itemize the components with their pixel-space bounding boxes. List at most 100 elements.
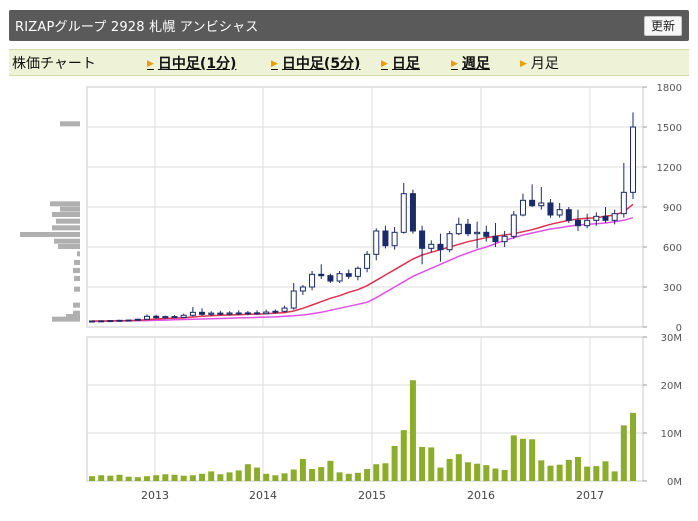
candle bbox=[428, 243, 435, 249]
volume-bar bbox=[620, 425, 627, 481]
volume-profile-bar bbox=[74, 286, 80, 292]
candle bbox=[584, 219, 591, 227]
candle bbox=[364, 253, 371, 269]
volume-bar bbox=[419, 446, 426, 481]
tab-label: 月足 bbox=[530, 56, 559, 72]
tab-monthly: ▶ 月足 bbox=[520, 53, 559, 73]
candle bbox=[611, 213, 618, 221]
tab-intraday-5min[interactable]: ▶ 日中足(5分) bbox=[271, 53, 360, 73]
x-tick-label: 2015 bbox=[358, 489, 386, 502]
volume-bar bbox=[226, 472, 233, 481]
volume-bar bbox=[125, 476, 132, 481]
volume-bar bbox=[199, 473, 206, 481]
volume-bar bbox=[272, 475, 279, 481]
tab-label: 日中足(5分) bbox=[281, 56, 361, 72]
volume-bar bbox=[602, 461, 609, 481]
volume-bar bbox=[382, 463, 389, 481]
tab-weekly[interactable]: ▶ 週足 bbox=[451, 53, 490, 73]
volume-profile-bar bbox=[58, 244, 80, 249]
volume-bar bbox=[556, 464, 563, 481]
y-tick-label: 0M bbox=[667, 477, 682, 488]
y-tick-label: 20M bbox=[661, 381, 682, 392]
candle bbox=[474, 231, 481, 235]
volume-bar bbox=[254, 467, 261, 481]
page-title: RIZAPグループ 2928 札幌 アンビシャス bbox=[15, 20, 259, 35]
volume-profile-bar bbox=[52, 225, 80, 231]
candle bbox=[593, 215, 600, 221]
volume-bar bbox=[364, 469, 371, 481]
candle bbox=[602, 215, 609, 221]
volume-bar bbox=[483, 465, 490, 481]
y-tick-label: 1500 bbox=[657, 123, 682, 134]
volume-bar bbox=[529, 439, 536, 481]
volume-bar bbox=[134, 477, 141, 481]
volume-bar bbox=[318, 467, 325, 481]
volume-bar bbox=[611, 471, 618, 481]
candle bbox=[574, 219, 581, 227]
arrow-right-icon: ▶ bbox=[520, 59, 527, 69]
volume-bar bbox=[290, 469, 297, 481]
candle bbox=[620, 191, 627, 215]
candle bbox=[281, 307, 288, 312]
refresh-button[interactable]: 更新 bbox=[643, 16, 682, 36]
candle bbox=[327, 275, 334, 282]
candle bbox=[464, 223, 471, 235]
y-tick-label: 1800 bbox=[657, 83, 682, 94]
volume-bar bbox=[309, 469, 316, 481]
x-tick-label: 2014 bbox=[249, 489, 277, 502]
volume-profile-bar bbox=[56, 218, 80, 224]
volume-bar bbox=[510, 435, 517, 481]
candle bbox=[336, 273, 343, 282]
candle bbox=[189, 311, 196, 316]
volume-bar bbox=[446, 458, 453, 481]
candle bbox=[354, 267, 361, 277]
candle bbox=[153, 315, 160, 319]
moving-average-long bbox=[91, 216, 634, 323]
volume-bar bbox=[519, 438, 526, 481]
candle bbox=[226, 312, 233, 315]
tab-daily[interactable]: ▶ 日足 bbox=[381, 53, 420, 73]
candle bbox=[382, 230, 389, 247]
volume-profile-bar bbox=[52, 212, 80, 217]
volume-bar bbox=[235, 470, 242, 481]
volume-bar bbox=[171, 474, 178, 481]
tab-label: 日足 bbox=[391, 56, 420, 72]
candle bbox=[318, 273, 325, 277]
volume-bar bbox=[574, 457, 581, 481]
tab-intraday-1min[interactable]: ▶ 日中足(1分) bbox=[147, 53, 236, 73]
y-tick-label: 1200 bbox=[657, 163, 682, 174]
candle bbox=[235, 312, 242, 315]
volume-bar bbox=[391, 445, 398, 481]
x-tick-label: 2016 bbox=[467, 489, 495, 502]
title-bar: RIZAPグループ 2928 札幌 アンビシャス 更新 bbox=[9, 10, 689, 41]
candle bbox=[409, 193, 416, 232]
candle bbox=[290, 290, 297, 309]
y-tick-label: 900 bbox=[663, 203, 682, 214]
volume-bar bbox=[281, 473, 288, 481]
candle bbox=[217, 312, 224, 315]
tab-label: 週足 bbox=[461, 56, 490, 72]
candle bbox=[208, 312, 215, 315]
volume-profile-bar bbox=[66, 314, 80, 319]
candle bbox=[309, 273, 316, 288]
candle bbox=[373, 230, 380, 255]
volume-bar bbox=[565, 459, 572, 481]
x-tick-label: 2017 bbox=[576, 489, 604, 502]
volume-profile bbox=[20, 121, 80, 322]
volume-bar bbox=[464, 462, 471, 481]
volume-profile-bar bbox=[74, 276, 80, 281]
volume-bar bbox=[263, 473, 270, 481]
candle bbox=[529, 199, 536, 207]
candle bbox=[107, 320, 114, 323]
volume-bar bbox=[593, 466, 600, 481]
candle bbox=[510, 214, 517, 237]
candle bbox=[116, 319, 123, 322]
volume-bar bbox=[217, 474, 224, 481]
volume-plot-area bbox=[86, 336, 644, 482]
volume-profile-bar bbox=[60, 206, 80, 212]
volume-bar bbox=[492, 468, 499, 481]
candle bbox=[565, 209, 572, 221]
volume-bar bbox=[630, 412, 636, 481]
volume-bar bbox=[409, 380, 416, 481]
volume-bar bbox=[98, 475, 105, 481]
